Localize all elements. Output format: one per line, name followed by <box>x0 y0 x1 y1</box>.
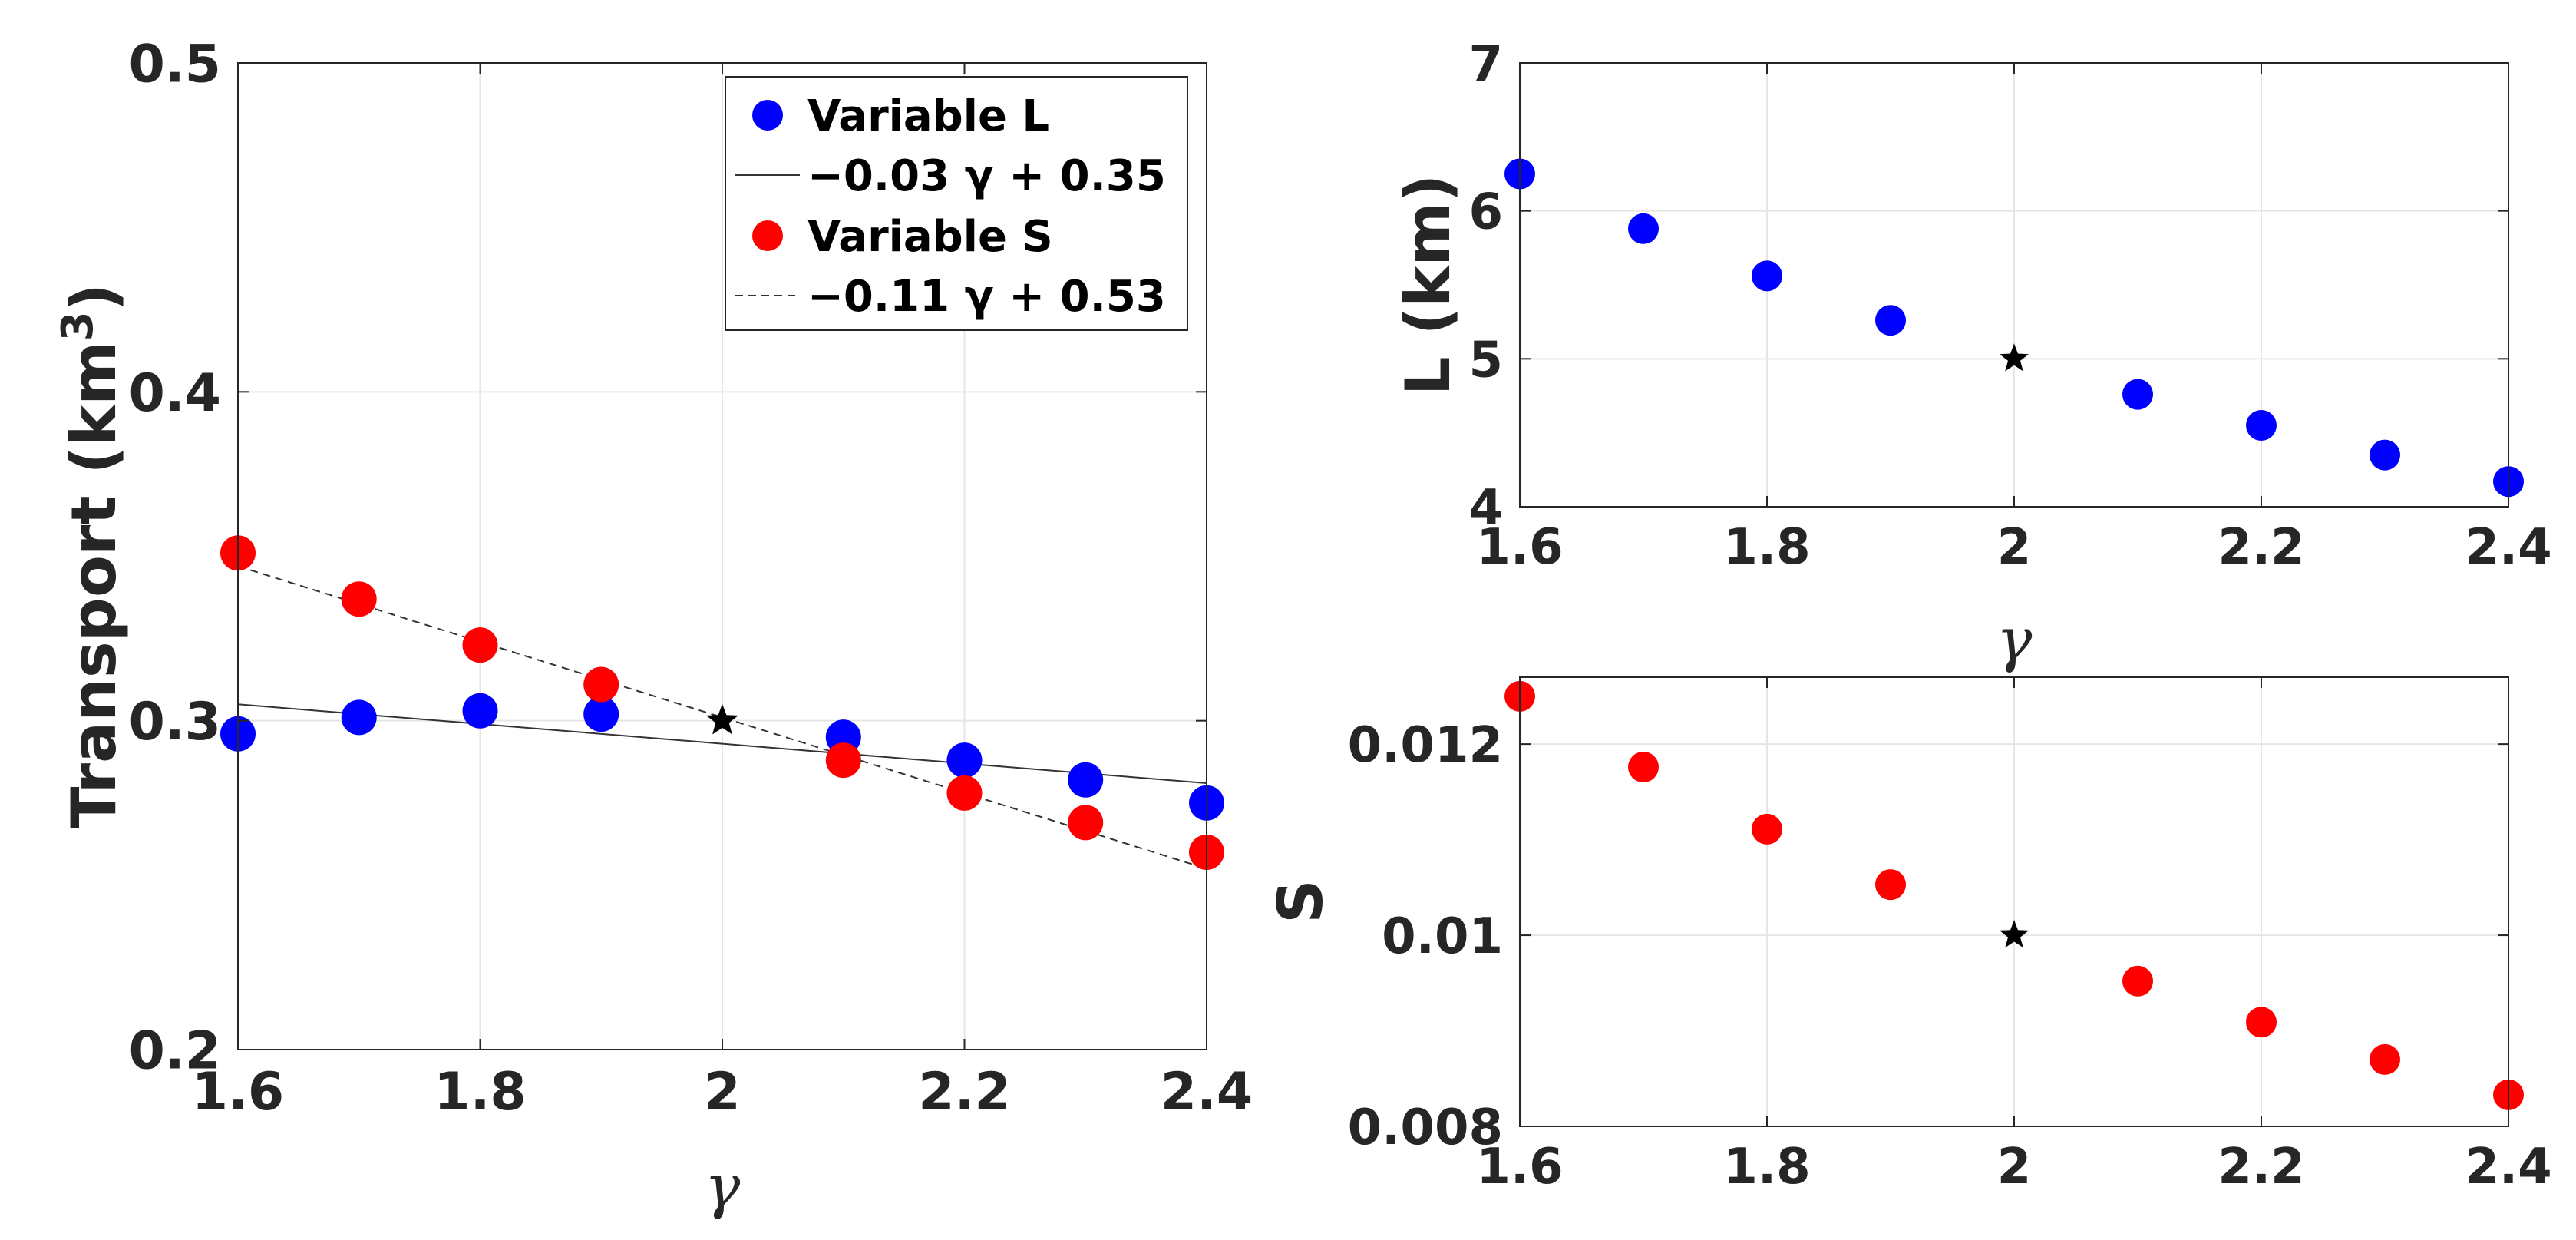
x-tick-label: 1.8 <box>434 1062 526 1123</box>
length-markers <box>1504 158 2524 498</box>
transport-y-label-close: ) <box>58 283 130 312</box>
legend-label-fit-s: −0.11 γ + 0.53 <box>807 272 1166 322</box>
data-point-l <box>1875 305 1906 336</box>
fit-line-solid <box>237 703 1207 785</box>
x-tick-label: 1.6 <box>1476 1139 1563 1195</box>
x-tick-label: 2.2 <box>2218 519 2304 576</box>
transport-legend: Variable L −0.03 γ + 0.35 Variable S −0.… <box>725 76 1188 331</box>
data-point-l <box>1628 213 1659 244</box>
y-tick-label: 0.5 <box>129 34 221 94</box>
y-tick-label: 5 <box>1468 332 1503 389</box>
data-point-l <box>1752 260 1782 292</box>
x-tick-label: 1.6 <box>1476 519 1563 576</box>
data-point-variable-l <box>946 742 983 779</box>
data-point-variable-l <box>462 693 498 729</box>
x-tick-label: 1.8 <box>1723 1139 1810 1195</box>
legend-label-variable-l: Variable L <box>807 91 1049 141</box>
data-point-l <box>2122 379 2153 410</box>
legend-label-fit-l: −0.03 γ + 0.35 <box>807 151 1166 201</box>
legend-box <box>725 76 1188 331</box>
legend-marker-variable-l <box>752 100 783 131</box>
legend-label-variable-s: Variable S <box>807 212 1053 262</box>
slope-y-tick-labels: 0.008 0.01 0.012 <box>1348 717 1503 1156</box>
slope-y-axis-label: S <box>1265 879 1336 924</box>
transport-fit-lines <box>237 565 1207 870</box>
slope-panel: 1.6 1.8 2 2.2 2.4 0.008 0.01 0.012 S <box>1265 676 2552 1195</box>
length-x-axis-label: γ <box>1996 606 2033 675</box>
data-point-variable-s <box>583 666 619 703</box>
data-point-s <box>2370 1043 2400 1075</box>
x-tick-label: 2.2 <box>918 1062 1010 1123</box>
data-point-variable-s <box>825 742 861 779</box>
data-point-s <box>1752 813 1782 845</box>
reference-star-marker <box>706 703 738 735</box>
y-tick-label: 0.008 <box>1348 1099 1503 1156</box>
legend-marker-variable-s <box>752 220 783 251</box>
y-tick-label: 6 <box>1468 184 1503 241</box>
length-y-tick-labels: 4 5 6 7 <box>1468 36 1503 537</box>
data-point-s <box>2122 965 2153 997</box>
transport-tick-marks <box>237 62 1207 1050</box>
transport-markers <box>220 535 1224 870</box>
data-point-variable-l <box>1068 762 1104 798</box>
length-y-axis-label: L (km) <box>1392 174 1464 396</box>
slope-tick-marks <box>1519 677 2509 1127</box>
y-tick-label: 0.3 <box>129 692 221 752</box>
data-point-variable-l <box>341 699 377 736</box>
y-tick-label: 0.012 <box>1348 717 1503 774</box>
data-point-l <box>2246 410 2277 441</box>
length-x-tick-labels: 1.6 1.8 2 2.2 2.4 <box>1476 519 2551 576</box>
data-point-variable-s <box>462 627 498 663</box>
transport-x-axis-label: γ <box>705 1152 741 1222</box>
x-tick-label: 2.2 <box>2218 1139 2304 1195</box>
y-tick-label: 0.4 <box>129 363 221 424</box>
x-tick-label: 1.6 <box>192 1062 284 1123</box>
x-tick-label: 1.8 <box>1723 519 1810 576</box>
data-point-s <box>1628 752 1659 782</box>
data-point-variable-s <box>1068 805 1104 841</box>
transport-y-label-superscript: 3 <box>53 311 103 341</box>
length-tick-marks <box>1519 62 2509 508</box>
x-tick-label: 2.4 <box>2465 519 2551 576</box>
data-point-l <box>2370 439 2400 471</box>
y-tick-label: 0.01 <box>1382 908 1503 965</box>
transport-y-label-main: Transport (km <box>58 341 130 828</box>
data-point-s <box>2246 1007 2277 1038</box>
y-tick-label: 4 <box>1468 480 1503 537</box>
data-point-variable-l <box>583 696 619 732</box>
x-tick-label: 2.4 <box>2465 1139 2551 1195</box>
data-point-s <box>1875 869 1906 901</box>
y-tick-label: 7 <box>1468 36 1503 93</box>
transport-panel: 1.6 1.8 2 2.2 2.4 0.2 0.3 0.4 0.5 γ Transport (… <box>53 34 1253 1222</box>
length-panel: 1.6 1.8 2 2.2 2.4 4 5 6 7 γ L (km) <box>1392 36 2552 675</box>
x-tick-label: 2 <box>1997 519 2032 576</box>
transport-y-axis-label: Transport (km3) <box>53 283 130 828</box>
data-point-variable-s <box>341 581 377 617</box>
slope-x-tick-labels: 1.6 1.8 2 2.2 2.4 <box>1476 1139 2551 1195</box>
reference-star-marker <box>2000 343 2029 372</box>
x-tick-label: 2 <box>704 1062 740 1123</box>
transport-y-tick-labels: 0.2 0.3 0.4 0.5 <box>129 34 221 1081</box>
x-tick-label: 2.4 <box>1161 1062 1253 1123</box>
transport-x-tick-labels: 1.6 1.8 2 2.2 2.4 <box>192 1062 1253 1123</box>
reference-star-marker <box>2000 920 2029 948</box>
y-tick-label: 0.2 <box>129 1020 221 1081</box>
x-tick-label: 2 <box>1997 1139 2032 1195</box>
data-point-variable-s <box>946 775 983 811</box>
